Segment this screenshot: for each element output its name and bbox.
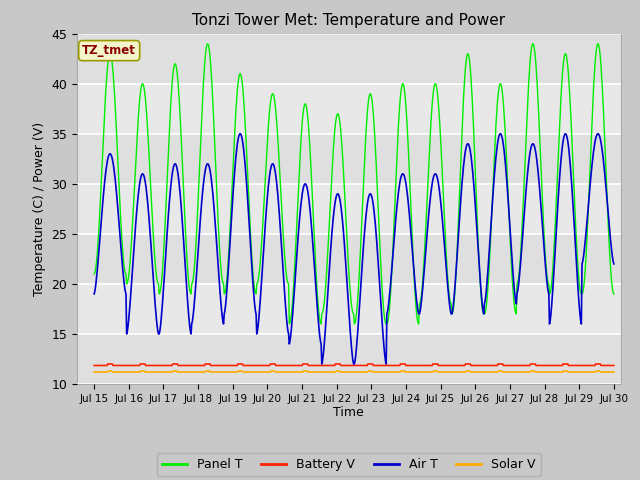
Bar [77, 134, 621, 184]
Bar [77, 334, 621, 384]
X-axis label: Time: Time [333, 407, 364, 420]
Title: Tonzi Tower Met: Temperature and Power: Tonzi Tower Met: Temperature and Power [192, 13, 506, 28]
Legend: Panel T, Battery V, Air T, Solar V: Panel T, Battery V, Air T, Solar V [157, 453, 541, 476]
Y-axis label: Temperature (C) / Power (V): Temperature (C) / Power (V) [33, 122, 45, 296]
Text: TZ_tmet: TZ_tmet [82, 44, 136, 57]
Bar [77, 234, 621, 284]
Bar [77, 34, 621, 84]
